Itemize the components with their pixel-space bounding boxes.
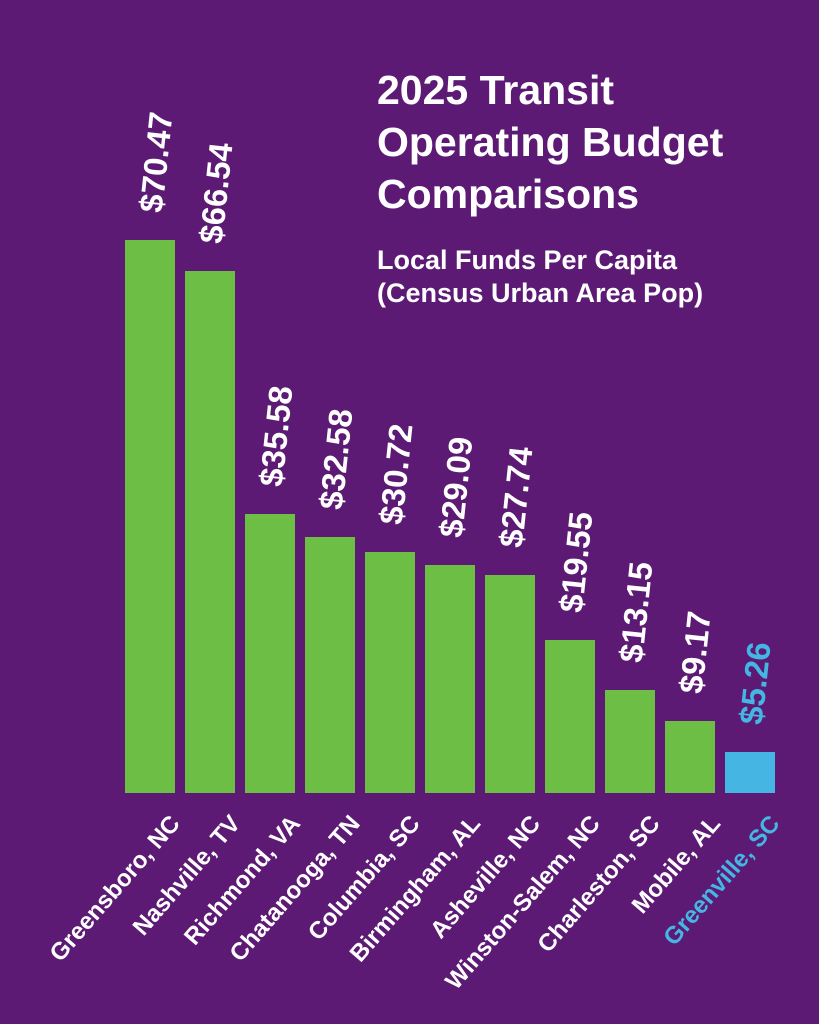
bar-value-label-mobile-al: $9.17 [672,609,718,696]
chart-header: 2025 Transit Operating Budget Comparison… [377,64,723,310]
bar-value-label-charleston-sc: $13.15 [612,559,660,665]
chart-subtitle-line-1: Local Funds Per Capita [377,245,678,275]
bar-charleston-sc [605,690,655,793]
bar-value-label-greenville-sc: $5.26 [732,640,778,727]
bar-value-label-greensboro-nc: $70.47 [132,109,180,215]
bar-value-label-nashville-tv: $66.54 [192,140,240,246]
bar-greensboro-nc [125,240,175,793]
bar-winston-salem-nc [545,640,595,793]
chart-title-line-1: 2025 Transit [377,67,615,113]
chart-subtitle-line-2: (Census Urban Area Pop) [377,278,704,308]
chart-subtitle: Local Funds Per Capita (Census Urban Are… [377,244,723,310]
chart-title-line-2: Operating Budget [377,119,724,165]
bar-asheville-nc [485,575,535,793]
bar-value-label-winston-salem-nc: $19.55 [552,509,600,615]
bar-richmond-va [245,514,295,793]
bar-value-label-richmond-va: $35.58 [252,383,300,489]
bar-greenville-sc [725,752,775,793]
bar-value-label-columbia-sc: $30.72 [372,421,420,527]
bar-chatanooga-tn [305,537,355,793]
bar-birmingham-al [425,565,475,793]
bar-value-label-asheville-nc: $27.74 [492,444,540,550]
chart-title-line-3: Comparisons [377,171,639,217]
chart-title: 2025 Transit Operating Budget Comparison… [377,64,723,220]
bar-nashville-tv [185,271,235,793]
bar-columbia-sc [365,552,415,793]
bar-value-label-chatanooga-tn: $32.58 [312,406,360,512]
bar-mobile-al [665,721,715,793]
bar-value-label-birmingham-al: $29.09 [432,434,480,540]
